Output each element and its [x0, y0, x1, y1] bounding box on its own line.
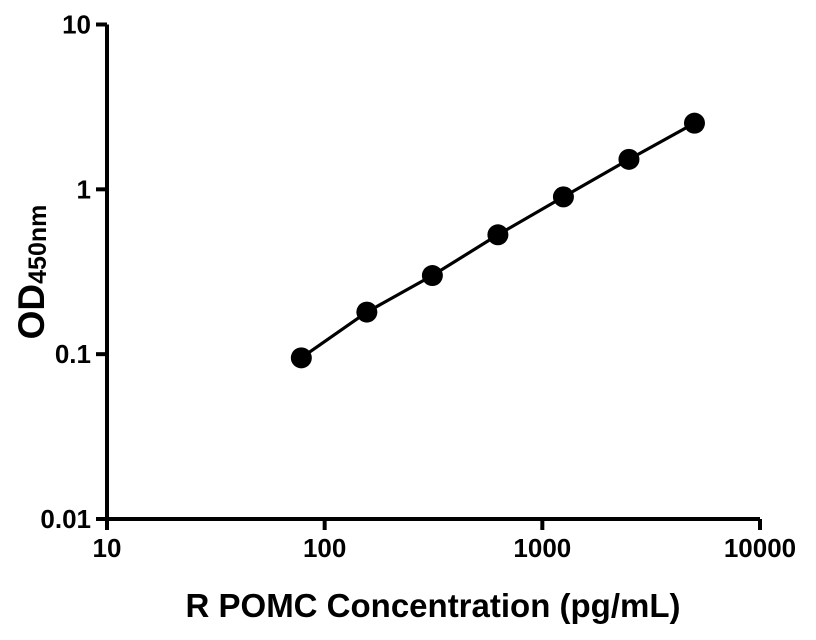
- data-point: [618, 148, 640, 170]
- data-point: [552, 186, 574, 208]
- y-axis-title-main: OD: [11, 284, 52, 340]
- x-axis-tick-label: 100: [303, 533, 346, 563]
- x-axis-tick-label: 1000: [513, 533, 571, 563]
- data-point: [290, 347, 312, 369]
- y-axis-tick-label: 0.01: [40, 504, 91, 534]
- x-axis-tick-label: 10000: [724, 533, 796, 563]
- x-axis-title: R POMC Concentration (pg/mL): [186, 587, 681, 624]
- y-axis-tick-label: 1: [77, 174, 91, 204]
- y-axis-title: OD450nm: [11, 205, 52, 340]
- y-axis-tick-label: 0.1: [55, 339, 91, 369]
- y-axis-title-subscript: 450nm: [24, 205, 52, 284]
- data-point: [421, 265, 443, 287]
- data-point: [356, 301, 378, 323]
- y-axis-tick-label: 10: [62, 10, 91, 40]
- ticks-layer: 10 100 1000 10000 0.01 0.1 1 10: [40, 10, 796, 564]
- data-point: [487, 224, 509, 246]
- data-point: [683, 112, 705, 134]
- x-axis-tick-label: 10: [93, 533, 122, 563]
- data-series-layer: [290, 112, 705, 369]
